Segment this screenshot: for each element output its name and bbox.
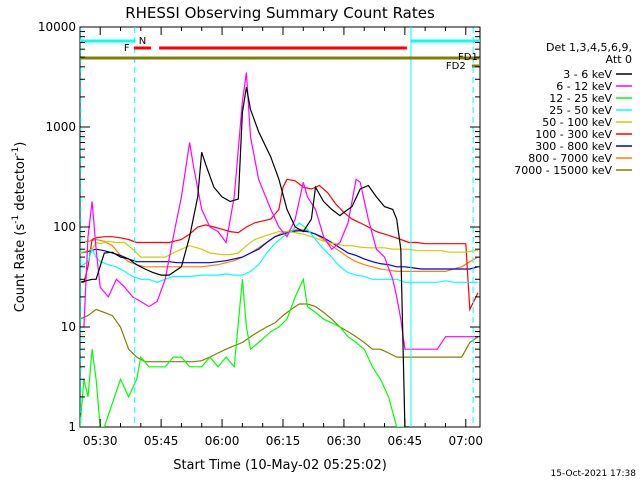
fd1-flag-label: FD1 [458,52,478,63]
legend-entry-label: 7000 - 15000 keV [514,164,612,177]
series-line-5 [80,178,479,312]
series-line-1 [80,72,478,350]
flare-flag-label: F [124,43,130,54]
timestamp: 15-Oct-2021 17:38 [551,469,637,479]
y-axis-label-exp1: -1 [11,215,21,224]
legend-entry-label: 300 - 800 keV [535,140,612,153]
y-tick-label: 10 [61,320,76,334]
saa-flag-label: N [139,36,146,47]
y-axis-label-exp2: -1 [11,147,21,156]
y-tick-label: 1 [68,420,76,434]
x-tick-label: 06:15 [266,434,301,448]
chart-title: RHESSI Observing Summary Count Rates [125,4,435,22]
series-line-8 [80,303,479,363]
x-tick-label: 05:30 [83,434,118,448]
y-tick-label: 1000 [45,120,76,134]
legend-header-line1: Det 1,3,4,5,6,9, [546,41,632,54]
legend-entry-label: 3 - 6 keV [563,68,612,81]
legend-entry-label: 12 - 25 keV [549,92,612,105]
legend-entry-label: 800 - 7000 keV [528,152,612,165]
legend-header-line2: Att 0 [606,53,632,66]
x-tick-label: 07:00 [448,434,483,448]
series-line-6 [80,229,479,270]
x-tick-label: 06:30 [327,434,362,448]
x-tick-label: 05:45 [144,434,179,448]
legend-entry-label: 25 - 50 keV [549,104,612,117]
x-axis-label: Start Time (10-May-02 05:25:02) [173,458,387,473]
y-axis-label: Count Rate (s-1 detector-1) [11,142,28,313]
series-layer [80,72,479,427]
series-line-0 [80,87,409,427]
y-axis-label-end: ) [13,142,28,147]
y-axis-label-main: Count Rate (s [13,224,28,313]
y-tick-label: 100 [53,220,76,234]
legend-entry-label: 50 - 100 keV [542,116,612,129]
x-tick-label: 06:00 [205,434,240,448]
series-line-2 [80,277,409,427]
tick-layer: 05:30 05:45 06:00 06:15 06:30 06:45 07:00 1 10 10… [38,20,483,448]
x-tick-label: 06:45 [388,434,423,448]
series-line-7 [80,228,479,272]
legend-entry-label: 100 - 300 keV [535,128,612,141]
legend-entry-label: 6 - 12 keV [556,80,612,93]
plot-frame [79,26,481,428]
y-tick-label: 10000 [38,20,76,34]
y-axis-label-mid: detector [13,155,28,215]
series-line-3 [80,222,478,283]
fd2-flag-label: FD2 [446,61,466,72]
